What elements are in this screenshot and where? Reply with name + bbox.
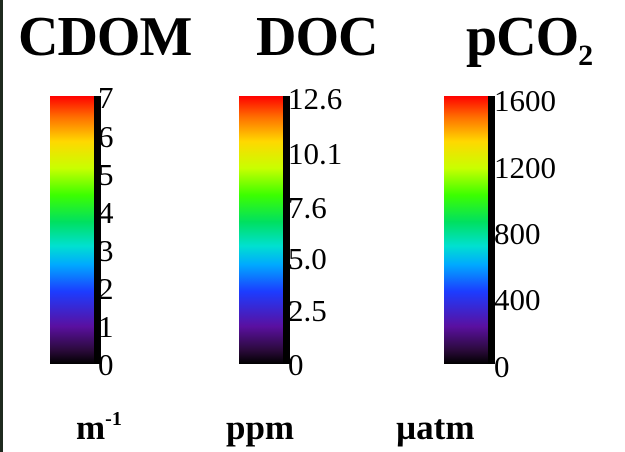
cdom-tick-label: 4	[98, 195, 114, 230]
cdom-tick-label: 0	[98, 347, 114, 382]
pco2-tick-label: 1600	[494, 83, 556, 118]
doc-tick-label: 7.6	[288, 190, 327, 225]
doc-title: DOC	[256, 2, 378, 72]
cdom-tick-label: 5	[98, 157, 114, 192]
cdom-title: CDOM	[18, 2, 192, 72]
pco2-title-text: pCO	[466, 6, 579, 68]
cdom-tick-label: 6	[98, 119, 114, 154]
pco2-unit: µatm	[396, 406, 474, 450]
pco2-title-subscript: 2	[578, 39, 593, 72]
pco2-colorbar	[444, 96, 488, 364]
doc-axis	[283, 96, 290, 364]
left-border	[0, 0, 3, 452]
cdom-unit: m-1	[76, 406, 122, 450]
pco2-tick-label: 800	[494, 216, 541, 251]
doc-colorbar	[239, 96, 283, 364]
doc-tick-label: 2.5	[288, 293, 327, 328]
pco2-tick-label: 400	[494, 282, 541, 317]
doc-unit: ppm	[226, 406, 294, 450]
pco2-tick-label: 1200	[494, 150, 556, 185]
doc-unit-text: ppm	[226, 408, 295, 447]
pco2-tick-label: 0	[494, 349, 510, 384]
doc-tick-label: 12.6	[288, 81, 343, 116]
cdom-tick-label: 1	[98, 309, 114, 344]
cdom-tick-label: 2	[98, 271, 114, 306]
doc-tick-label: 10.1	[288, 136, 343, 171]
cdom-unit-superscript: -1	[105, 408, 122, 430]
cdom-title-text: CDOM	[18, 6, 192, 68]
cdom-axis	[94, 96, 101, 364]
doc-tick-label: 5.0	[288, 241, 327, 276]
pco2-axis	[488, 96, 495, 364]
cdom-unit-text: m	[76, 408, 106, 447]
cdom-tick-label: 3	[98, 233, 114, 268]
pco2-unit-text: µatm	[396, 408, 475, 447]
cdom-tick-label: 7	[98, 80, 114, 115]
cdom-colorbar	[50, 96, 94, 364]
doc-tick-label: 0	[288, 347, 304, 382]
doc-title-text: DOC	[256, 6, 378, 68]
pco2-title: pCO2	[466, 2, 593, 72]
